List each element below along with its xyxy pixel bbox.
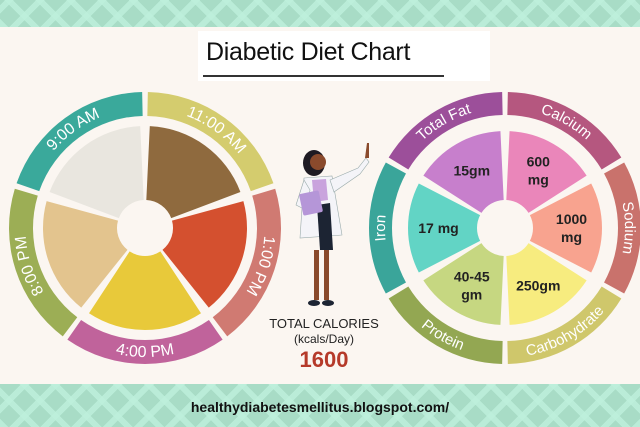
page-title: Diabetic Diet Chart [206,38,411,66]
meal-ring-segment [147,92,274,192]
nutrient-ring-segment [507,286,622,364]
meal-wedge [49,126,144,219]
nutrient-value: gm [461,287,482,303]
meal-wedge [162,201,248,308]
doctor-illustration [295,143,370,306]
nutrient-value: 15gm [453,162,490,178]
nutrient-ring-segment [388,92,503,170]
meal-center [119,202,171,254]
nutrient-ring-segment [369,162,406,294]
nutrient-value: mg [528,171,549,187]
nutrient-ring-segment [507,92,622,170]
nutrient-value: 40-45 [454,269,490,285]
meal-ring-segment [16,92,143,192]
meal-wedge [146,126,241,219]
nutrient-wedge [423,131,504,213]
nutrient-wedge [408,183,481,273]
nutrient-value: 17 mg [418,220,458,236]
nutrient-wheel: Calcium600mgSodium1000mgCarbohydrate250g… [369,92,640,364]
title-box [198,31,490,81]
nutrient-wedge [423,243,504,325]
meal-ring-segment [212,188,281,337]
nutrient-center [479,202,531,254]
footer-url[interactable]: healthydiabetesmellitus.blogspot.com/ [190,399,450,415]
nutrient-value: 600 [527,153,551,169]
nutrient-ring-segment [388,286,503,364]
nutrient-ring-segment [604,162,640,294]
nutrient-value: 1000 [556,211,587,227]
nutrient-wedge [529,183,602,273]
title-underline [203,75,444,77]
nutrient-wedge [506,131,587,213]
meal-ring-segment [9,188,78,337]
meal-label: 4:00 PM [115,341,176,361]
nutrient-wedge [506,243,587,325]
meal-wedge [42,201,128,308]
nutrient-value: 250gm [516,278,560,294]
nutrient-label: Iron [372,214,390,242]
meal-ring-segment [67,319,223,364]
meal-schedule-wheel: 11:00 AM1:00 PM4:00 PM8:00 PM9:00 AM [9,92,281,364]
meal-wedge [88,251,202,330]
calories-unit: (kcals/Day) [293,332,354,346]
nutrient-label: Sodium [618,200,638,255]
bottom-pattern-band [0,384,640,427]
top-pattern-band [0,0,640,27]
total-calories-label: TOTAL CALORIES [269,316,379,331]
calories-value: 1600 [299,347,349,372]
nutrient-value: mg [561,229,582,245]
